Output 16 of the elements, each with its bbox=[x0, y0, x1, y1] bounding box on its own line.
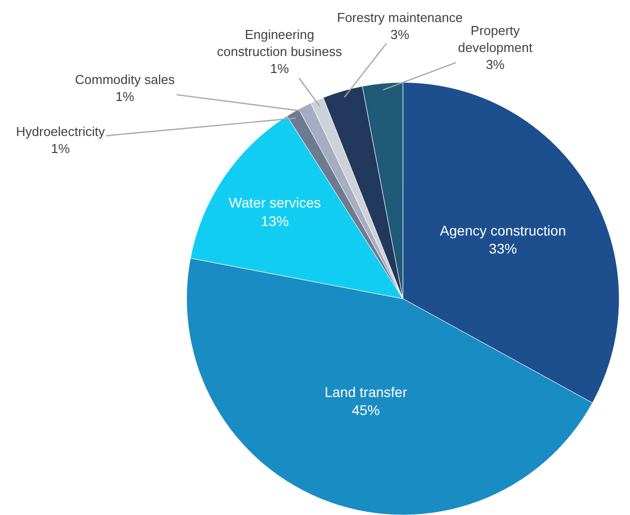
data-label: 3% bbox=[486, 56, 506, 72]
slice-label: Hydroelectricity bbox=[16, 124, 106, 139]
slice-label: Property development bbox=[458, 23, 533, 55]
slice-label: Forestry maintenance bbox=[337, 10, 463, 25]
data-label: 45% bbox=[352, 402, 380, 418]
data-label: 13% bbox=[260, 212, 289, 229]
data-label: 1% bbox=[51, 140, 70, 156]
slice-label: Land transfer bbox=[324, 384, 408, 400]
data-label: 1% bbox=[115, 88, 135, 104]
data-label: 1% bbox=[270, 60, 290, 76]
slice-label: Commodity sales bbox=[75, 72, 176, 87]
slice-label: Agency construction bbox=[440, 222, 566, 238]
data-label: 33% bbox=[488, 240, 517, 257]
data-label: 3% bbox=[390, 26, 410, 42]
slice-label: Engineering construction business bbox=[217, 27, 343, 59]
slice-label: Water services bbox=[228, 194, 321, 211]
